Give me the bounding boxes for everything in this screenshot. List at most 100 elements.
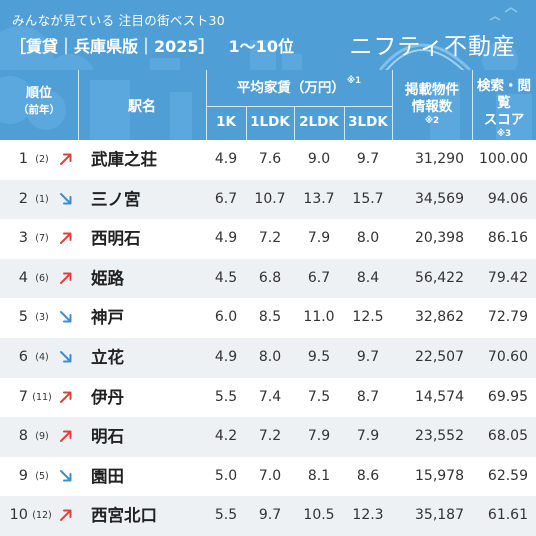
rent-2ldk-cell: 11.0 [303, 309, 335, 326]
column-header-rent: 平均家賃（万円） ※1 [206, 76, 392, 96]
header-divider [294, 106, 295, 140]
table-row: 10 (12) 西宮北口 5.5 9.7 10.5 12.3 35,187 61.61 [0, 496, 536, 536]
header-divider [78, 70, 79, 140]
rent-1ldk-cell: 6.8 [258, 269, 282, 286]
header-divider [392, 70, 393, 140]
rent-1k-cell: 4.9 [214, 349, 238, 365]
score-cell: 72.79 [487, 309, 528, 326]
rent-1ldk-cell: 7.6 [258, 151, 282, 167]
rent-1ldk-cell: 8.5 [258, 309, 282, 326]
score-cell: 62.59 [487, 467, 528, 484]
rent-1k-cell: 4.5 [214, 269, 238, 286]
previous-rank-cell: (9) [35, 431, 49, 443]
rent-1ldk-cell: 8.0 [258, 349, 282, 365]
rent-3ldk-cell: 12.3 [352, 507, 384, 524]
ranking-table-body: 1 (2) 武庫之荘 4.9 7.6 9.0 9.7 31,290 100.00 2 (1) 三ノ宮 6… [0, 140, 536, 536]
header-divider [246, 106, 247, 140]
listings-label-line1: 掲載物件 [405, 82, 459, 98]
listings-cell: 32,862 [415, 309, 464, 326]
table-row: 8 (9) 明石 4.2 7.2 7.9 7.9 23,552 68.05 [0, 417, 536, 457]
arrow-down-right-icon [58, 468, 78, 486]
score-label-line2: スコア [483, 112, 525, 128]
score-footnote-mark: ※3 [496, 129, 512, 139]
table-row: 2 (1) 三ノ宮 6.7 10.7 13.7 15.7 34,569 94.06 [0, 179, 536, 220]
rent-1k-cell: 6.0 [214, 309, 238, 326]
rent-1k-cell: 4.9 [214, 151, 238, 167]
previous-rank-cell: (4) [35, 352, 49, 363]
rent-2ldk-cell: 7.9 [307, 428, 331, 445]
station-name-cell: 姫路 [91, 268, 124, 288]
station-name-cell: 神戸 [91, 308, 124, 328]
rank-cell: 2 [18, 190, 28, 207]
score-cell: 69.95 [487, 388, 528, 405]
arrow-down-right-icon [58, 191, 78, 209]
score-label-line1: 検索・閲覧 [477, 78, 531, 111]
rent-3ldk-cell: 7.9 [356, 428, 380, 445]
station-name-cell: 武庫之荘 [91, 150, 157, 169]
rent-1ldk-cell: 7.2 [258, 230, 282, 247]
rent-1ldk-cell: 10.7 [254, 190, 286, 207]
rent-1ldk-cell: 9.7 [258, 507, 282, 524]
arrow-up-right-icon [58, 270, 78, 288]
listings-cell: 14,574 [415, 388, 464, 405]
rank-cell: 8 [18, 428, 28, 445]
rent-footnote-mark: ※1 [346, 76, 362, 86]
arrow-up-right-icon [58, 230, 78, 248]
rent-2ldk-cell: 10.5 [303, 507, 335, 524]
rent-1k-cell: 4.9 [214, 230, 238, 247]
rank-prev-label: （前年） [18, 104, 60, 116]
header-divider [472, 70, 473, 140]
score-cell: 61.61 [487, 507, 528, 524]
column-header-2ldk: 2LDK [299, 114, 339, 130]
rent-2ldk-cell: 6.7 [307, 269, 331, 286]
arrow-up-right-icon [58, 389, 78, 407]
column-header-score: 検索・閲覧 スコア ※3 [472, 78, 536, 139]
rent-2ldk-cell: 8.1 [307, 467, 331, 484]
listings-label-line2: 情報数 [411, 99, 453, 115]
title-range: 1〜10位 [228, 37, 294, 56]
rent-3ldk-cell: 8.7 [356, 388, 380, 405]
column-header-3ldk: 3LDK [348, 114, 388, 130]
column-header-1k: 1K [216, 114, 236, 130]
header-subtitle: みんなが見ている 注目の街ベスト30 [12, 13, 226, 28]
rent-3ldk-cell: 9.7 [356, 151, 380, 167]
rent-3ldk-cell: 8.6 [356, 467, 380, 484]
header-banner: みんなが見ている 注目の街ベスト30 ［賃貸｜兵庫県版｜2025］ 1〜10位 ニ… [0, 0, 536, 70]
table-row: 3 (7) 西明石 4.9 7.2 7.9 8.0 20,398 86.16 [0, 219, 536, 259]
rent-1k-cell: 5.5 [214, 507, 238, 524]
rent-label: 平均家賃（万円） [236, 80, 345, 96]
rent-1ldk-cell: 7.0 [258, 467, 282, 484]
previous-rank-cell: (2) [35, 154, 49, 165]
previous-rank-cell: (6) [35, 272, 49, 284]
previous-rank-cell: (1) [35, 193, 49, 205]
score-cell: 100.00 [479, 151, 528, 167]
listings-cell: 35,187 [415, 507, 464, 524]
arrow-up-right-icon [58, 428, 78, 446]
score-cell: 79.42 [487, 269, 528, 286]
rent-3ldk-cell: 8.4 [356, 269, 380, 286]
rent-3ldk-cell: 15.7 [352, 190, 384, 207]
score-cell: 86.16 [487, 230, 528, 247]
column-header-rank: 順位 （前年） [0, 86, 78, 118]
listings-cell: 56,422 [415, 269, 464, 286]
rent-1ldk-cell: 7.4 [258, 388, 282, 405]
previous-rank-cell: (5) [35, 470, 49, 482]
rent-1k-cell: 5.5 [214, 388, 238, 405]
rent-2ldk-cell: 7.9 [307, 230, 331, 247]
arrow-down-right-icon [58, 309, 78, 327]
listings-cell: 34,569 [415, 190, 464, 207]
station-name-cell: 西明石 [91, 229, 141, 249]
table-row: 1 (2) 武庫之荘 4.9 7.6 9.0 9.7 31,290 100.00 [0, 140, 536, 180]
score-cell: 68.05 [487, 428, 528, 445]
arrow-up-right-icon [58, 151, 78, 169]
listings-cell: 22,507 [415, 349, 464, 365]
rank-cell: 7 [18, 388, 28, 405]
rent-3ldk-cell: 9.7 [356, 349, 380, 365]
table-row: 5 (3) 神戸 6.0 8.5 11.0 12.5 32,862 72.79 [0, 298, 536, 338]
header-divider [344, 106, 345, 140]
listings-cell: 15,978 [415, 467, 464, 484]
table-row: 7 (11) 伊丹 5.5 7.4 7.5 8.7 14,574 69.95 [0, 377, 536, 418]
previous-rank-cell: (11) [32, 391, 52, 403]
title-region: ［賃貸｜兵庫県版｜2025］ [10, 37, 215, 56]
